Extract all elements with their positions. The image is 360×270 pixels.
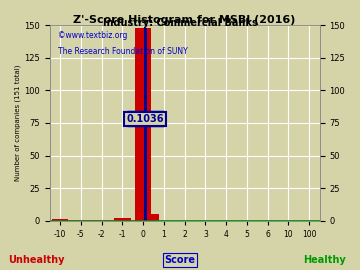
Text: Score: Score bbox=[165, 255, 195, 265]
Bar bbox=[148, 214, 159, 221]
Text: Healthy: Healthy bbox=[303, 255, 345, 265]
Text: Unhealthy: Unhealthy bbox=[8, 255, 64, 265]
Bar bbox=[135, 28, 152, 221]
Y-axis label: Number of companies (151 total): Number of companies (151 total) bbox=[15, 65, 22, 181]
Bar bbox=[114, 218, 131, 221]
Text: 0.1036: 0.1036 bbox=[126, 114, 164, 124]
Text: Industry: Commercial Banks: Industry: Commercial Banks bbox=[103, 18, 257, 28]
Bar bbox=[52, 220, 68, 221]
Text: The Research Foundation of SUNY: The Research Foundation of SUNY bbox=[58, 46, 188, 56]
Title: Z'-Score Histogram for MSBI (2016): Z'-Score Histogram for MSBI (2016) bbox=[73, 15, 296, 25]
Text: ©www.textbiz.org: ©www.textbiz.org bbox=[58, 31, 127, 40]
Bar bbox=[144, 28, 147, 221]
